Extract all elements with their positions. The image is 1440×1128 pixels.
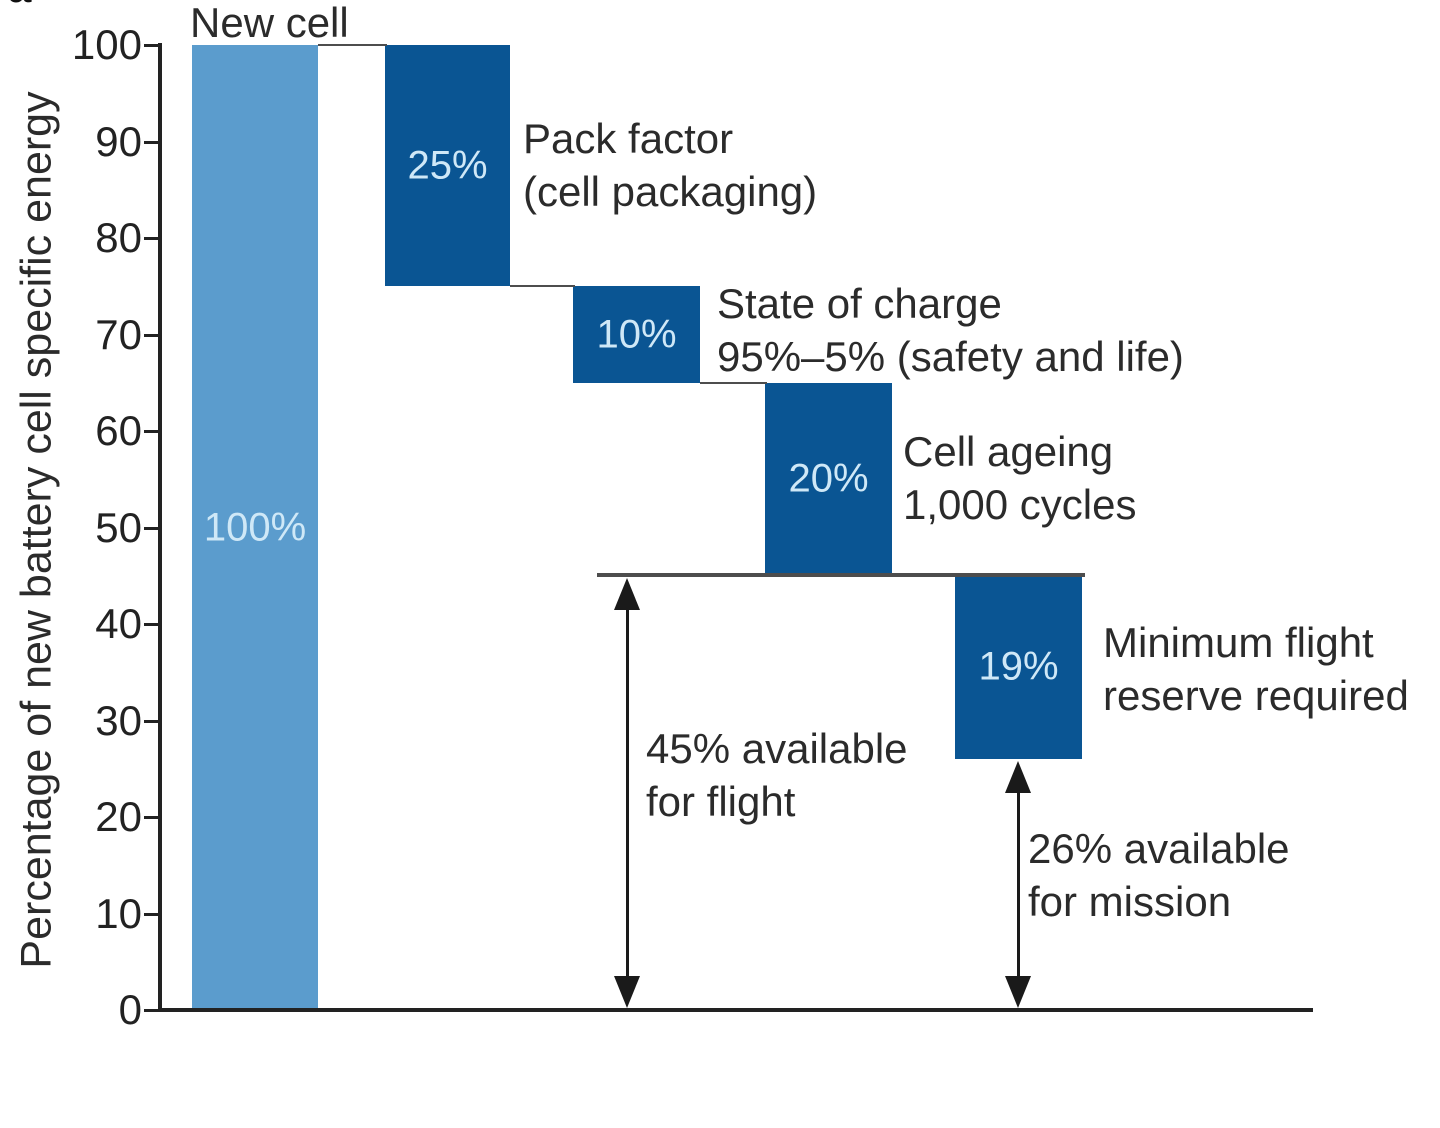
y-tick-mark [144, 816, 158, 819]
bar-side-label-line: Pack factor [523, 115, 734, 162]
y-tick-mark [144, 1009, 158, 1012]
y-tick-label: 90 [95, 118, 142, 165]
measure-label: 26% available for mission [1028, 822, 1290, 928]
cropped-panel-label: a [8, 0, 54, 9]
y-tick-label: 50 [95, 504, 142, 551]
bar-side-label-line: State of charge [717, 280, 1002, 327]
y-tick-label: 80 [95, 214, 142, 261]
y-tick-label: 30 [95, 697, 142, 744]
connector-line [700, 382, 767, 384]
y-tick-label: 60 [95, 407, 142, 454]
y-axis-line [158, 43, 162, 1012]
measure-arrow-down-icon [1005, 976, 1031, 1008]
measure-arrow-up-icon [1005, 761, 1031, 793]
measure-arrow-down-icon [614, 976, 640, 1008]
measure-label-line: 45% available [646, 725, 908, 772]
connector-line [597, 573, 1085, 577]
y-tick-mark [144, 334, 158, 337]
measure-arrow-up-icon [614, 578, 640, 610]
measure-arrow-line [626, 586, 629, 1000]
y-tick-mark [144, 720, 158, 723]
bar-side-label: State of charge 95%–5% (safety and life) [717, 277, 1184, 383]
bar-value-label: 10% [596, 312, 677, 357]
y-tick-label: 100 [71, 21, 142, 68]
bar-value-label: 19% [978, 644, 1059, 689]
y-tick-label: 70 [95, 311, 142, 358]
connector-line [318, 44, 387, 46]
bar-value-label: 25% [407, 143, 488, 188]
measure-label-line: 26% available [1028, 825, 1290, 872]
waterfall-bar [385, 45, 510, 286]
measure-label-line: for flight [646, 778, 796, 825]
measure-arrow-line [1017, 769, 1020, 1000]
waterfall-bar [765, 383, 892, 576]
y-tick-label: 20 [95, 793, 142, 840]
y-tick-label: 10 [95, 890, 142, 937]
y-tick-mark [144, 623, 158, 626]
bar-side-label: Cell ageing 1,000 cycles [903, 425, 1136, 531]
waterfall-bar [955, 576, 1082, 759]
new-cell-label: New cell [190, 0, 349, 46]
y-tick-mark [144, 913, 158, 916]
y-tick-mark [144, 44, 158, 47]
bar-side-label-line: (cell packaging) [523, 168, 818, 215]
bar-side-label: Minimum flight reserve required [1103, 616, 1409, 722]
measure-label: 45% available for flight [646, 722, 908, 828]
y-tick-mark [144, 237, 158, 240]
bar-value-label: 20% [788, 456, 869, 501]
panel-letter: a [8, 0, 54, 9]
connector-line [510, 285, 575, 287]
measure-label-line: for mission [1028, 878, 1232, 925]
bar-side-label-line: 95%–5% (safety and life) [717, 333, 1184, 380]
bar-value-label: 100% [203, 505, 307, 550]
bar-side-label-line: 1,000 cycles [903, 481, 1137, 528]
x-axis-line [158, 1008, 1313, 1012]
bar-side-label-line: Cell ageing [903, 428, 1114, 475]
y-tick-mark [144, 527, 158, 530]
y-tick-label: 0 [118, 986, 142, 1033]
y-tick-mark [144, 141, 158, 144]
bar-side-label-line: reserve required [1103, 672, 1409, 719]
waterfall-bar [192, 45, 318, 1010]
bar-side-label-line: Minimum flight [1103, 619, 1374, 666]
bar-side-label: Pack factor (cell packaging) [523, 112, 817, 218]
waterfall-bar [573, 286, 700, 383]
y-tick-mark [144, 430, 158, 433]
y-tick-label: 40 [95, 600, 142, 647]
